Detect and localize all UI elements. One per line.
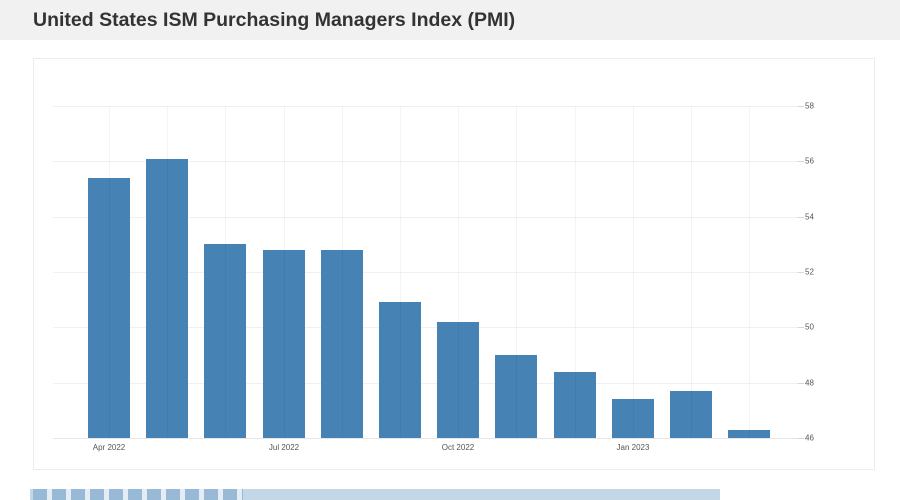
bar-jan-2023[interactable] (612, 399, 654, 438)
y-gridline-46 (53, 438, 798, 439)
x-axis-label-oct-2022: Oct 2022 (441, 443, 475, 452)
bar-may-2022[interactable] (146, 159, 188, 438)
x-gridline-9 (633, 106, 634, 438)
bar-sep-2022[interactable] (379, 302, 421, 438)
x-axis-label-jan-2023: Jan 2023 (616, 443, 650, 452)
x-gridline-0 (109, 106, 110, 438)
x-gridline-8 (575, 106, 576, 438)
bar-apr-2022[interactable] (88, 178, 130, 438)
y-gridline-58 (53, 106, 798, 107)
bar-nov-2022[interactable] (495, 355, 537, 438)
bar-oct-2022[interactable] (437, 322, 479, 438)
y-axis-label-48: 48 (805, 378, 814, 388)
x-gridline-7 (516, 106, 517, 438)
y-tick-58 (798, 106, 804, 107)
bar-mar-2023[interactable] (728, 430, 770, 438)
y-tick-48 (798, 383, 804, 384)
y-axis-label-54: 54 (805, 212, 814, 222)
y-axis-label-58: 58 (805, 101, 814, 111)
x-gridline-6 (458, 106, 459, 438)
x-gridline-3 (284, 106, 285, 438)
x-gridline-11 (749, 106, 750, 438)
footer-strip (30, 489, 720, 500)
chart-panel: 46 48 50 52 54 56 58 Apr 2022 Jul 2022 Oct 2022 Ja… (33, 58, 875, 470)
y-axis-label-52: 52 (805, 267, 814, 277)
x-gridline-2 (225, 106, 226, 438)
x-gridline-1 (167, 106, 168, 438)
y-gridline-52 (53, 272, 798, 273)
x-axis-label-jul-2022: Jul 2022 (268, 443, 300, 452)
y-gridline-54 (53, 217, 798, 218)
bar-feb-2023[interactable] (670, 391, 712, 438)
bar-jun-2022[interactable] (204, 244, 246, 438)
x-gridline-4 (342, 106, 343, 438)
y-axis-label-50: 50 (805, 322, 814, 332)
bar-jul-2022[interactable] (263, 250, 305, 438)
y-axis-label-56: 56 (805, 156, 814, 166)
x-gridline-10 (691, 106, 692, 438)
page-title: United States ISM Purchasing Managers In… (33, 9, 516, 31)
y-axis-label-46: 46 (805, 433, 814, 443)
header: United States ISM Purchasing Managers In… (0, 0, 900, 40)
bar-dec-2022[interactable] (554, 372, 596, 438)
y-tick-52 (798, 272, 804, 273)
y-tick-46 (798, 438, 804, 439)
y-gridline-56 (53, 161, 798, 162)
x-gridline-5 (400, 106, 401, 438)
y-gridline-50 (53, 327, 798, 328)
bar-aug-2022[interactable] (321, 250, 363, 438)
x-axis-label-apr-2022: Apr 2022 (92, 443, 126, 452)
y-gridline-48 (53, 383, 798, 384)
footer-strip-texture (33, 489, 243, 500)
y-tick-54 (798, 217, 804, 218)
y-tick-56 (798, 161, 804, 162)
pmi-bar-chart: 46 48 50 52 54 56 58 Apr 2022 Jul 2022 Oct 2022 Ja… (34, 59, 874, 469)
y-tick-50 (798, 327, 804, 328)
